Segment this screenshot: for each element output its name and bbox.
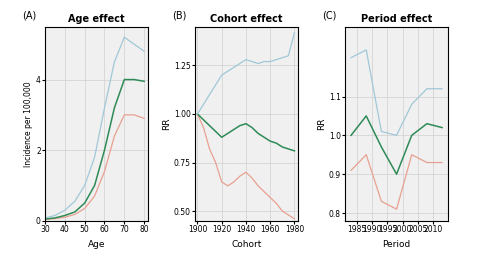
Text: (B): (B) (172, 11, 186, 21)
X-axis label: Period: Period (382, 239, 410, 248)
Text: (A): (A) (22, 11, 36, 21)
Y-axis label: RR: RR (317, 118, 326, 130)
Title: Cohort effect: Cohort effect (210, 14, 283, 24)
Legend: LCI, RR, UCI: LCI, RR, UCI (448, 93, 478, 135)
X-axis label: Age: Age (88, 239, 106, 248)
Title: Age effect: Age effect (68, 14, 125, 24)
Text: (C): (C) (322, 11, 336, 21)
Y-axis label: RR: RR (162, 118, 171, 130)
Y-axis label: Incidence per 100,000: Incidence per 100,000 (24, 81, 33, 167)
Title: Period effect: Period effect (361, 14, 432, 24)
Legend: LCI, Rate, UCI: LCI, Rate, UCI (148, 93, 182, 135)
Legend: LCI, RR, UCI: LCI, RR, UCI (298, 93, 328, 135)
X-axis label: Cohort: Cohort (232, 239, 262, 248)
